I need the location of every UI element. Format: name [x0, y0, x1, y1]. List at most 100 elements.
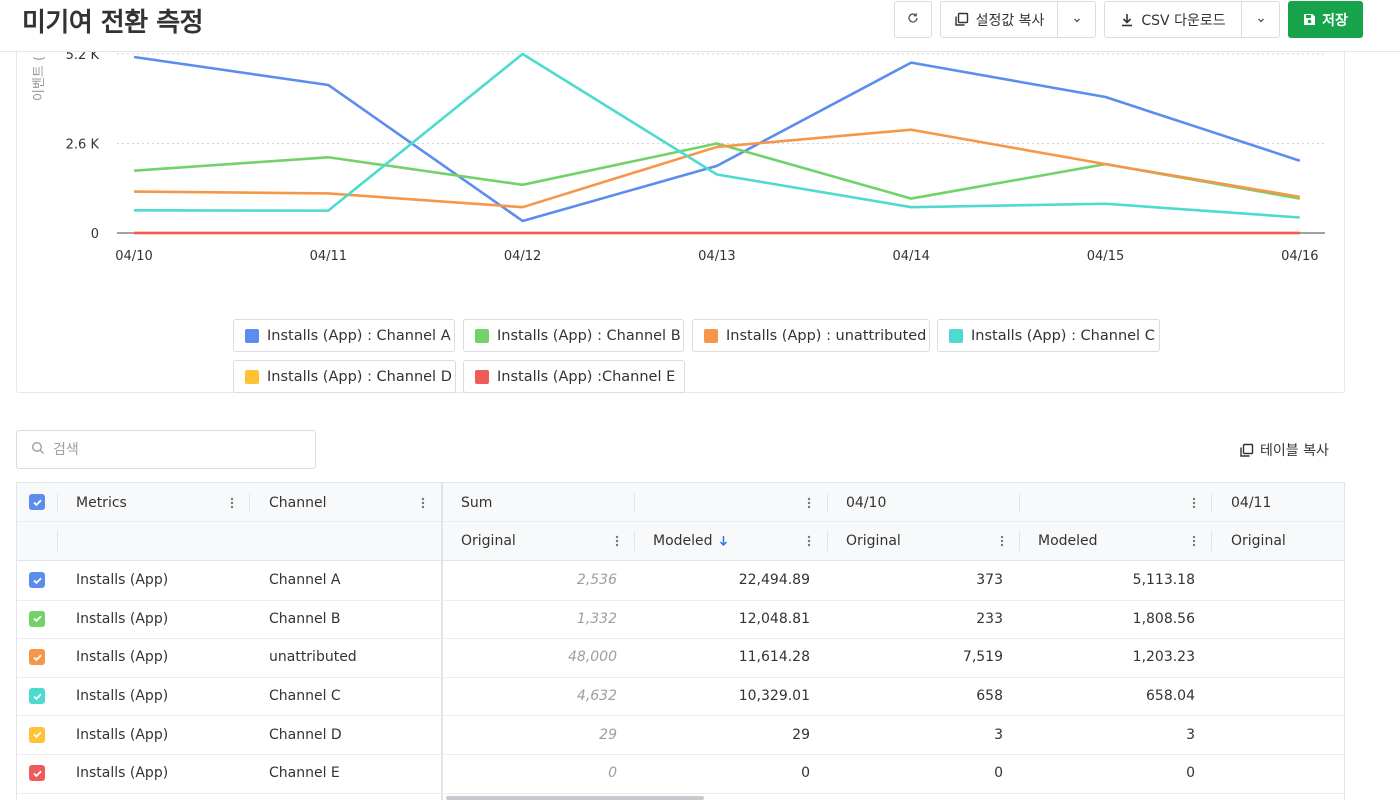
row-divider [17, 638, 1344, 640]
series-line-1[interactable] [133, 55, 1301, 223]
legend-label: Installs (App) : unattributed [726, 327, 927, 344]
cell-0410-original: 3 [994, 726, 1003, 743]
checkbox[interactable] [29, 610, 45, 627]
checkbox[interactable] [29, 765, 45, 782]
legend-item[interactable]: Installs (App) : Channel C [937, 319, 1160, 352]
cell-0410-modeled: 5,113.18 [1132, 572, 1195, 589]
horizontal-scrollbar[interactable] [446, 796, 704, 800]
column-menu-icon[interactable] [1188, 494, 1200, 512]
legend-label: Installs (App) : Channel C [971, 327, 1155, 344]
copy-icon [954, 12, 969, 27]
cell-sum-original: 4,632 [576, 688, 617, 705]
column-menu-icon[interactable] [803, 494, 815, 512]
chevron-down-icon [1072, 10, 1082, 29]
cell-metric: Installs (App) [76, 688, 169, 705]
column-menu-icon[interactable] [996, 532, 1008, 550]
header-metrics[interactable]: Metrics [76, 495, 127, 511]
save-icon [1303, 13, 1316, 26]
column-divider [827, 493, 828, 513]
y-tick-label: 2.6 K [66, 138, 100, 153]
legend-item[interactable]: Installs (App) : Channel B [463, 319, 684, 352]
legend-item[interactable]: Installs (App) :Channel E [463, 360, 685, 393]
checkbox[interactable] [29, 688, 45, 705]
cell-sum-modeled: 0 [801, 765, 810, 782]
cell-sum-original: 1,332 [576, 610, 617, 627]
legend-swatch [704, 328, 718, 343]
group-header-0411: 04/11 [1231, 495, 1272, 511]
row-checkbox-cell [29, 677, 45, 716]
cell-sum-modeled: 29 [792, 726, 810, 743]
x-tick-label: 04/15 [1087, 249, 1124, 264]
header-sum-original[interactable]: Original [461, 533, 516, 549]
series-line-3[interactable] [133, 128, 1301, 209]
y-axis-label: 이벤트 ( [32, 56, 47, 101]
row-checkbox-cell [29, 561, 45, 600]
cell-sum-original: 0 [608, 765, 617, 782]
cell-metric: Installs (App) [76, 649, 169, 666]
series-line-4[interactable] [133, 52, 1300, 219]
series-line-2[interactable] [133, 142, 1301, 200]
column-menu-icon[interactable] [803, 532, 815, 550]
column-menu-icon[interactable] [1188, 532, 1200, 550]
row-checkbox-cell [29, 638, 45, 677]
cell-0410-modeled: 658.04 [1146, 688, 1195, 705]
copy-settings-dropdown[interactable] [1058, 1, 1096, 38]
checkbox[interactable] [29, 572, 45, 589]
save-label: 저장 [1322, 12, 1348, 29]
cell-metric: Installs (App) [76, 726, 169, 743]
refresh-button[interactable] [894, 1, 932, 38]
column-divider [1211, 493, 1212, 513]
checkbox[interactable] [29, 726, 45, 743]
cell-channel: Channel C [269, 688, 341, 705]
csv-download-dropdown[interactable] [1242, 1, 1280, 38]
x-tick-label: 04/13 [698, 249, 735, 264]
cell-channel: Channel E [269, 765, 340, 782]
cell-0410-modeled: 0 [1186, 765, 1195, 782]
cell-metric: Installs (App) [76, 572, 169, 589]
refresh-icon [907, 12, 919, 28]
copy-table-button[interactable]: 테이블 복사 [1239, 440, 1329, 460]
select-all-checkbox[interactable] [29, 494, 45, 510]
header-sum-modeled[interactable]: Modeled [653, 531, 728, 551]
row-checkbox-cell [29, 600, 45, 639]
column-menu-icon[interactable] [226, 494, 238, 512]
legend-item[interactable]: Installs (App) : Channel D [233, 360, 456, 393]
search-box[interactable] [16, 430, 316, 469]
checkbox[interactable] [29, 494, 45, 510]
column-menu-icon[interactable] [611, 532, 623, 550]
column-menu-icon[interactable] [417, 494, 429, 512]
legend-label: Installs (App) : Channel A [267, 327, 451, 344]
column-divider [1211, 531, 1212, 551]
column-divider [249, 493, 250, 513]
header-0411-original[interactable]: Original [1231, 533, 1286, 549]
cell-sum-modeled: 12,048.81 [738, 610, 810, 627]
download-icon [1120, 13, 1134, 27]
header-channel[interactable]: Channel [269, 495, 327, 511]
legend-item[interactable]: Installs (App) : unattributed [692, 319, 930, 352]
column-divider [827, 531, 828, 551]
cell-0410-modeled: 1,203.23 [1132, 649, 1195, 666]
cell-metric: Installs (App) [76, 765, 169, 782]
cell-0410-original: 658 [976, 688, 1003, 705]
column-divider [1019, 531, 1020, 551]
grid-header [17, 483, 1344, 561]
csv-download-label: CSV 다운로드 [1141, 12, 1226, 29]
column-divider [57, 531, 58, 551]
cell-0410-modeled: 1,808.56 [1132, 610, 1195, 627]
header-0410-modeled[interactable]: Modeled [1038, 533, 1098, 549]
y-tick-label: 0 [91, 227, 99, 242]
cell-0410-original: 373 [976, 572, 1003, 589]
search-input[interactable] [53, 441, 293, 458]
legend-item[interactable]: Installs (App) : Channel A [233, 319, 455, 352]
checkbox[interactable] [29, 649, 45, 666]
csv-download-button[interactable]: CSV 다운로드 [1104, 1, 1242, 38]
save-button[interactable]: 저장 [1288, 1, 1363, 38]
header-0410-original[interactable]: Original [846, 533, 901, 549]
legend-label: Installs (App) : Channel D [267, 368, 452, 385]
cell-0410-original: 0 [994, 765, 1003, 782]
copy-table-label: 테이블 복사 [1260, 443, 1329, 459]
page-title: 미기여 전환 측정 [22, 8, 204, 38]
x-tick-label: 04/12 [504, 249, 541, 264]
row-divider [17, 599, 1344, 601]
copy-settings-button[interactable]: 설정값 복사 [940, 1, 1058, 38]
